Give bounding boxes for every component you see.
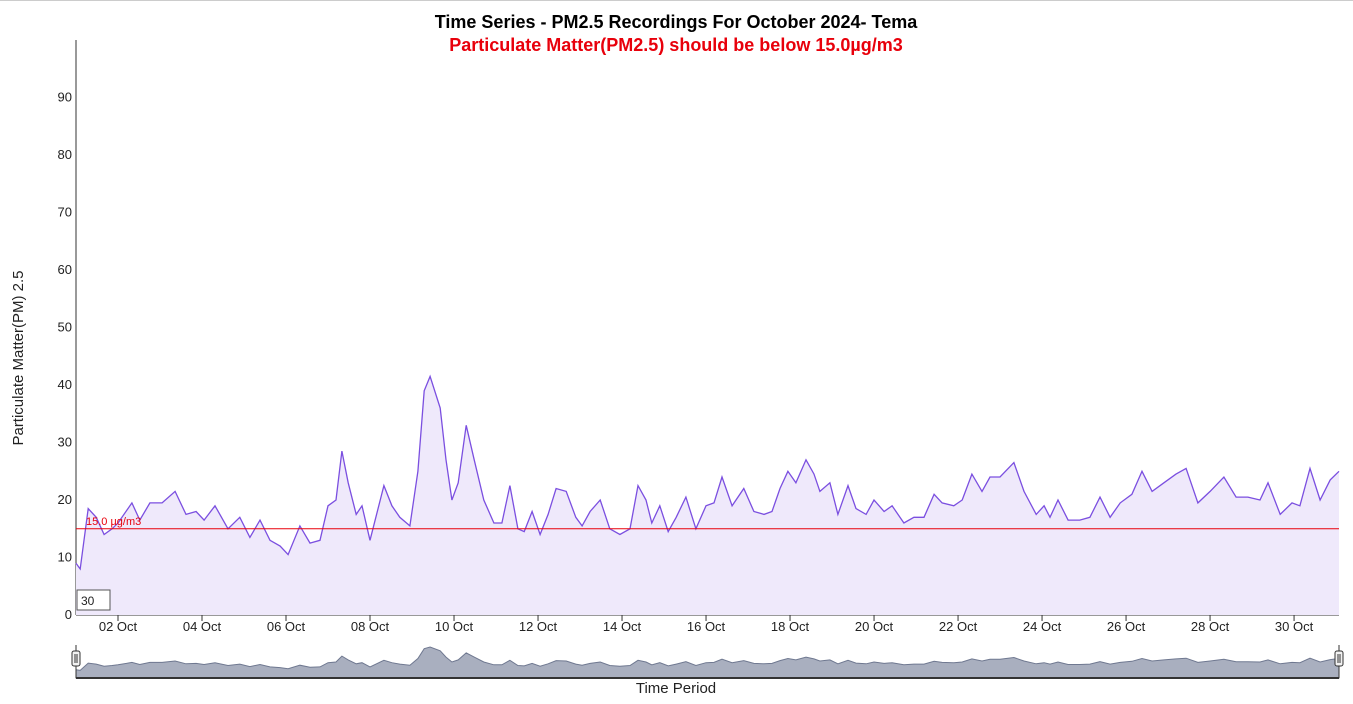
y-tick-label: 90 [58, 90, 72, 105]
x-tick-label: 06 Oct [267, 619, 306, 634]
x-tick-label: 18 Oct [771, 619, 810, 634]
line [75, 374, 1340, 571]
x-tick-label: 24 Oct [1023, 619, 1062, 634]
x-tick-label: 30 Oct [1275, 619, 1314, 634]
y-tick-label: 10 [58, 550, 72, 565]
x-tick-label: 26 Oct [1107, 619, 1146, 634]
area-fill [76, 376, 1339, 615]
x-tick-label: 20 Oct [855, 619, 894, 634]
navigator-handle[interactable] [1334, 650, 1344, 667]
chart-title: Time Series - PM2.5 Recordings For Octob… [435, 12, 918, 32]
x-axis-label: Time Period [636, 680, 716, 697]
threshold-label: 15.0 µg/m3 [86, 516, 141, 528]
x-tick-label: 22 Oct [939, 619, 978, 634]
y-tick-label: 80 [58, 147, 72, 162]
x-tick-label: 10 Oct [435, 619, 474, 634]
navigator-handle[interactable] [71, 650, 81, 667]
range-box[interactable] [76, 589, 111, 611]
x-tick-label: 16 Oct [687, 619, 726, 634]
y-tick-label: 40 [58, 377, 72, 392]
y-tick-label: 20 [58, 492, 72, 507]
y-tick-label: 0 [65, 607, 72, 622]
y-tick-label: 60 [58, 262, 72, 277]
y-tick-label: 50 [58, 320, 72, 335]
y-tick-label: 70 [58, 205, 72, 220]
y-tick-label: 30 [58, 435, 72, 450]
x-tick-label: 08 Oct [351, 619, 390, 634]
x-tick-label: 28 Oct [1191, 619, 1230, 634]
x-tick-label: 12 Oct [519, 619, 558, 634]
x-tick-label: 02 Oct [99, 619, 138, 634]
y-axis-label: Particulate Matter(PM) 2.5 [10, 270, 27, 445]
x-tick-label: 14 Oct [603, 619, 642, 634]
x-tick-label: 04 Oct [183, 619, 222, 634]
navigator-area [75, 646, 1340, 679]
chart-subtitle: Particulate Matter(PM2.5) should be belo… [449, 35, 902, 55]
range-box-text: 30 [81, 594, 95, 608]
